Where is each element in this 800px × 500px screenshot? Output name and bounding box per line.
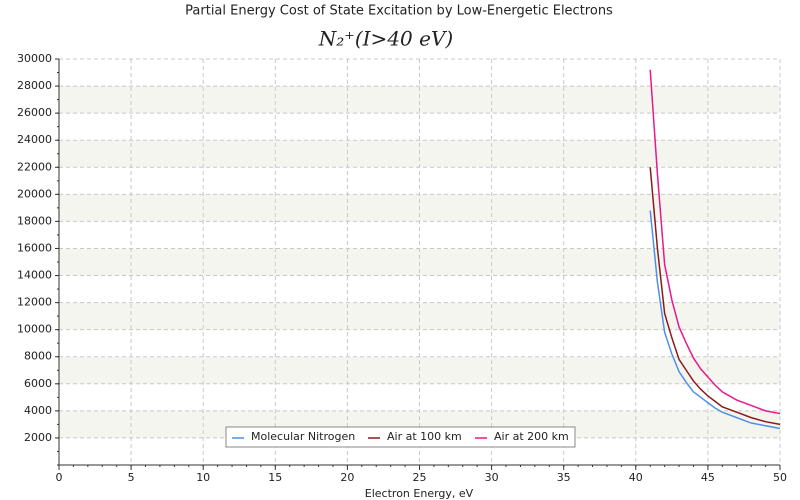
y-tick-label: 4000: [24, 404, 52, 417]
legend-label: Molecular Nitrogen: [251, 430, 355, 443]
x-tick-label: 30: [485, 471, 499, 484]
y-tick-label: 18000: [17, 214, 52, 227]
x-tick-label: 35: [557, 471, 571, 484]
y-tick-label: 24000: [17, 133, 52, 146]
y-tick-label: 28000: [17, 79, 52, 92]
y-tick-label: 16000: [17, 241, 52, 254]
series-line: [649, 69, 781, 415]
y-tick-label: 8000: [24, 350, 52, 363]
chart-title: Partial Energy Cost of State Excitation …: [185, 4, 613, 19]
x-tick-label: 5: [128, 471, 135, 484]
legend-label: Air at 100 km: [387, 430, 462, 443]
y-tick-label: 10000: [17, 323, 52, 336]
y-tick-label: 6000: [24, 377, 52, 390]
series-line: [649, 167, 781, 426]
x-tick-label: 20: [340, 471, 354, 484]
legend-label: Air at 200 km: [494, 430, 569, 443]
y-tick-label: 2000: [24, 431, 52, 444]
chart-subtitle: N₂⁺(I>40 eV): [318, 27, 453, 51]
x-tick-label: 10: [196, 471, 210, 484]
x-axis-label: Electron Energy, eV: [365, 487, 474, 500]
x-tick-label: 45: [701, 471, 715, 484]
y-tick-label: 14000: [17, 269, 52, 282]
x-tick-label: 50: [773, 471, 787, 484]
y-tick-label: 22000: [17, 160, 52, 173]
series-line: [649, 210, 781, 430]
x-tick-label: 25: [413, 471, 427, 484]
y-tick-label: 26000: [17, 106, 52, 119]
x-tick-label: 40: [629, 471, 643, 484]
y-tick-label: 12000: [17, 296, 52, 309]
y-tick-label: 30000: [17, 52, 52, 65]
legend: Molecular Nitrogen Air at 100 km Air at 20…: [225, 426, 576, 448]
x-tick-label: 0: [56, 471, 63, 484]
legend-box: [225, 426, 576, 448]
x-tick-label: 15: [268, 471, 282, 484]
y-tick-label: 20000: [17, 187, 52, 200]
